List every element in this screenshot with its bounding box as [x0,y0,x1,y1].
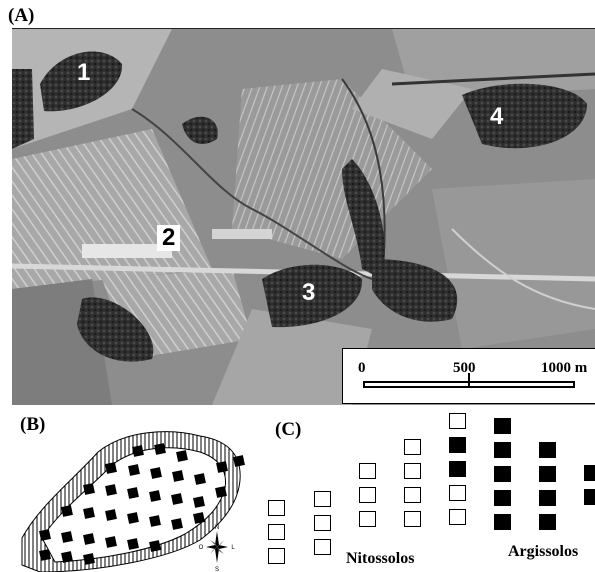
panel-a-label: (A) [8,5,35,26]
sampling-point [83,533,95,545]
sample-square-filled [584,489,595,505]
compass-east: L [231,545,235,551]
sample-square-filled [449,461,466,477]
sample-square-empty [268,524,285,540]
sampling-point [132,445,144,457]
sample-square-empty [359,511,376,527]
sample-square-filled [494,466,511,482]
sample-square-empty [404,463,421,479]
sampling-point [171,518,183,530]
scale-bar: 0 500 1000 m [342,348,595,404]
compass-rose-icon: N S O L [199,525,236,572]
sampling-point [176,450,188,462]
sampling-point [215,486,227,498]
sample-square-filled [494,514,511,530]
sample-square-empty [359,463,376,479]
sample-square-filled [494,490,511,506]
sample-square-empty [449,485,466,501]
sampling-point [127,487,139,499]
scale-label-end: 1000 m [541,360,588,376]
sampling-point [61,505,73,517]
sampling-point [39,549,51,561]
sampling-point [154,443,166,455]
site-label-4: 4 [490,103,504,130]
sample-square-empty [404,439,421,455]
sampling-point [39,529,51,541]
aerial-photograph: 1 2 3 4 [12,28,595,405]
sampling-point [233,455,245,467]
sample-square-empty [404,487,421,503]
scale-midpoint-tick [468,373,470,388]
sampling-point [127,512,139,524]
sampling-point [171,493,183,505]
compass-south: S [215,567,219,572]
sampling-point [83,483,95,495]
sampling-point [216,461,228,473]
sampling-point [149,515,161,527]
sample-square-filled [584,465,595,481]
sampling-point [149,490,161,502]
sampling-point [105,484,117,496]
site-label-3: 3 [302,279,316,306]
compass-north: N [215,525,219,531]
sample-square-filled [494,442,511,458]
sample-square-filled [539,466,556,482]
scale-label-mid: 500 [453,360,476,376]
sample-square-empty [314,515,331,531]
sample-square-empty [314,491,331,507]
sample-square-empty [268,500,285,516]
plot-sampling-diagram [21,431,245,572]
sample-square-empty [404,511,421,527]
sample-square-empty [268,548,285,564]
group-label-argissolos: Argissolos [508,543,579,560]
aerial-photo-texture [12,29,595,405]
panel-c-label: (C) [275,419,302,440]
sampling-point [149,540,161,552]
sample-square-filled [539,490,556,506]
sampling-points [39,443,245,565]
site-label-1: 1 [77,59,91,86]
sampling-point [83,507,95,519]
sampling-point [150,467,162,479]
scale-label-zero: 0 [358,360,366,376]
sampling-point [105,462,117,474]
sample-square-empty [314,539,331,555]
sampling-point [193,496,205,508]
sample-square-empty [449,413,466,429]
site-label-2: 2 [157,225,181,251]
sample-square-empty [449,509,466,525]
sampling-point [193,512,205,524]
sample-square-filled [449,437,466,453]
sampling-point [83,553,95,565]
sample-square-filled [539,442,556,458]
compass-west: O [199,545,204,551]
panel-b-label: (B) [20,414,46,435]
sampling-point [172,470,184,482]
sample-square-filled [539,514,556,530]
group-label-nitossolos: Nitossolos [346,550,415,567]
sample-square-empty [359,487,376,503]
sampling-point [127,538,139,550]
sampling-point [61,531,73,543]
sample-square-filled [494,418,511,434]
sampling-point [194,473,206,485]
sampling-point [105,536,117,548]
sampling-point [128,464,140,476]
sampling-point [105,509,117,521]
sampling-point [61,551,73,563]
